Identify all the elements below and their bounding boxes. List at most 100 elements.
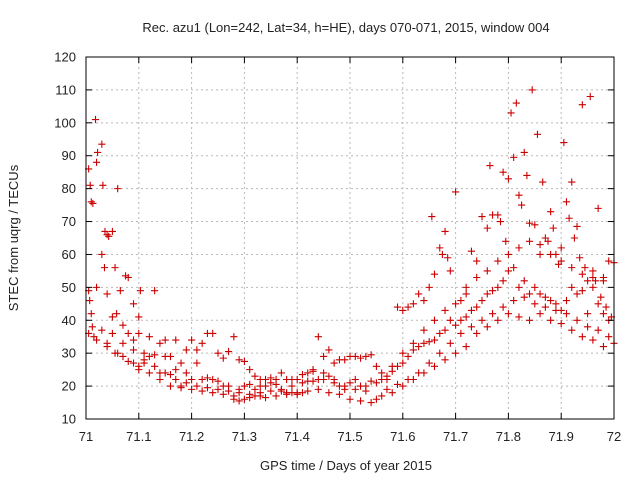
data-point (446, 339, 454, 347)
x-tick-label: 71.5 (337, 429, 362, 444)
x-tick-label: 71.6 (390, 429, 415, 444)
data-point (586, 92, 594, 101)
data-point (230, 333, 238, 341)
data-point (594, 204, 602, 212)
data-point (531, 300, 539, 308)
data-point (499, 303, 507, 311)
data-point (108, 313, 116, 321)
x-tick-label: 71.9 (549, 429, 574, 444)
y-tick-label: 100 (54, 115, 76, 130)
data-point (436, 244, 444, 252)
data-point (135, 329, 143, 338)
data-point (589, 336, 597, 344)
data-point (140, 356, 148, 364)
data-point (145, 333, 153, 341)
data-point (177, 384, 185, 392)
data-point (549, 224, 557, 232)
data-point (525, 316, 534, 324)
data-point (441, 326, 449, 334)
data-point (209, 389, 217, 397)
data-point (261, 382, 270, 390)
data-point (478, 316, 486, 324)
data-point (510, 153, 518, 161)
data-point (193, 346, 201, 354)
data-point (209, 375, 217, 384)
data-point (568, 264, 576, 272)
data-point (547, 250, 555, 259)
data-point (578, 287, 586, 295)
data-point (499, 168, 507, 176)
data-point (89, 199, 97, 208)
data-point (119, 339, 127, 347)
data-point (203, 374, 212, 382)
data-point (467, 247, 476, 255)
data-point (166, 370, 175, 379)
x-tick-label: 71.2 (179, 429, 204, 444)
data-point (277, 385, 285, 393)
data-point (399, 306, 407, 314)
data-point (547, 316, 555, 324)
data-point (483, 290, 491, 298)
data-point (507, 109, 515, 117)
data-point (362, 352, 370, 361)
data-point (325, 372, 333, 380)
data-point (557, 319, 565, 328)
data-point (151, 362, 159, 370)
data-point (267, 387, 275, 395)
x-axis-label: GPS time / Days of year 2015 (260, 458, 432, 473)
data-point (114, 185, 122, 193)
data-point (547, 296, 555, 305)
data-point (525, 237, 534, 245)
data-point (420, 339, 428, 347)
data-point (136, 287, 144, 295)
data-point (536, 240, 544, 249)
data-point (599, 310, 608, 318)
data-point (140, 349, 148, 357)
data-point (494, 257, 502, 265)
data-point (473, 329, 481, 338)
data-point (124, 273, 132, 282)
data-point (589, 273, 597, 282)
data-point (188, 385, 196, 393)
data-point (420, 296, 428, 305)
data-point (235, 356, 243, 364)
data-point (98, 250, 106, 259)
y-tick-label: 80 (62, 181, 76, 196)
data-point (219, 390, 227, 398)
data-point (515, 244, 523, 252)
data-point (467, 323, 476, 331)
data-point (457, 296, 465, 305)
data-point (589, 283, 597, 291)
data-point (547, 208, 555, 216)
data-point (462, 313, 470, 321)
data-point (129, 346, 138, 354)
data-point (520, 277, 528, 285)
data-point (578, 270, 586, 278)
data-point (520, 293, 528, 301)
data-point (504, 250, 512, 259)
data-point (557, 244, 565, 252)
data-point (560, 138, 568, 147)
data-point (288, 382, 296, 390)
data-point (425, 359, 433, 367)
y-tick-label: 20 (62, 379, 76, 394)
data-point (520, 148, 528, 157)
data-point (452, 321, 460, 329)
data-point (430, 362, 439, 370)
data-point (594, 326, 602, 334)
data-point (584, 323, 592, 331)
data-point (330, 359, 338, 367)
data-point (525, 219, 534, 227)
data-point (504, 175, 512, 183)
data-point (409, 300, 417, 308)
data-point (235, 397, 243, 405)
data-point (372, 379, 380, 387)
data-point (325, 389, 333, 397)
data-point (568, 178, 576, 186)
data-point (325, 346, 333, 354)
data-point (452, 349, 460, 357)
x-tick-label: 72 (607, 429, 621, 444)
data-point (108, 329, 116, 338)
data-point (494, 316, 502, 324)
